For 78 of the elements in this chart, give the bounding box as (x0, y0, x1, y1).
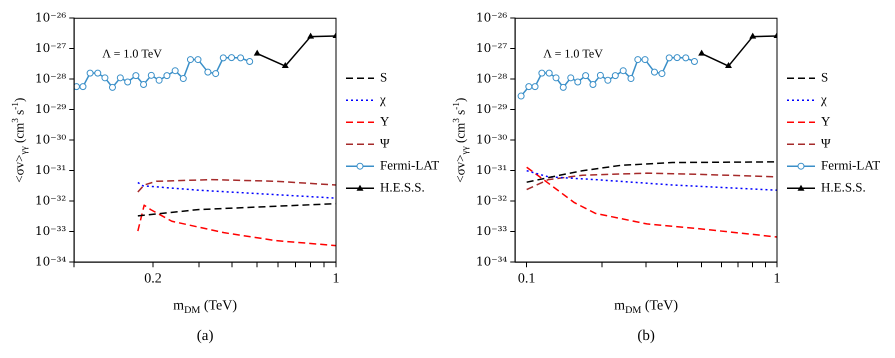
legend-label: H.E.S.S. (380, 180, 425, 195)
point (204, 68, 212, 76)
point (101, 74, 108, 82)
point (79, 83, 86, 90)
point (658, 70, 666, 78)
point (116, 74, 124, 82)
y-axis-title: <σv>γγ (cm3 s-1) (452, 98, 470, 183)
point (220, 54, 227, 62)
y-tick-label: 10⁻²⁷ (34, 40, 66, 55)
y-tick-label: 10⁻³³ (34, 224, 66, 238)
point (560, 84, 567, 91)
legend-label: S (821, 70, 828, 85)
x-tick-label: 1 (774, 271, 780, 286)
y-tick-label: 10⁻³² (34, 193, 66, 208)
y-tick-label: 10⁻³⁴ (476, 254, 508, 268)
y-tick-label: 10⁻³⁴ (34, 254, 66, 268)
y-tick-label: 10⁻³³ (476, 224, 508, 238)
legend-label: χ (379, 92, 386, 107)
legend-label: Υ (380, 114, 390, 129)
point (567, 74, 574, 82)
point (194, 56, 202, 64)
legend-label: S (380, 70, 388, 85)
point (634, 56, 642, 64)
point (589, 81, 596, 88)
point (124, 78, 132, 86)
legend-label: Ψ (380, 136, 390, 151)
point (108, 84, 116, 91)
text: (a) (196, 328, 214, 344)
legend-label: Ψ (821, 136, 831, 151)
point (620, 67, 627, 74)
point (674, 54, 681, 62)
y-tick-label: 10⁻²⁷ (476, 40, 508, 55)
point (140, 81, 148, 88)
y-tick-label: 10⁻³⁰ (476, 132, 508, 146)
y-tick-label: 10⁻²⁶ (476, 10, 508, 24)
point (596, 72, 604, 79)
point (163, 72, 170, 80)
point (627, 75, 634, 82)
point (552, 74, 560, 82)
point (650, 68, 658, 76)
y-tick-label: 10⁻³⁰ (34, 132, 66, 146)
y-tick-label: 10⁻³¹ (34, 162, 66, 177)
point (546, 70, 553, 77)
point (94, 70, 102, 77)
annotation: Λ = 1.0 TeV (543, 46, 604, 60)
point (86, 70, 94, 77)
legend-label: χ (820, 92, 827, 107)
point (574, 78, 582, 86)
point (666, 54, 673, 62)
y-tick-label: 10⁻²⁹ (34, 102, 66, 116)
x-tick-label: 0.1 (518, 271, 536, 286)
y-axis-title: <σv>γγ (cm3 s-1) (10, 98, 30, 183)
y-tick-label: 10⁻²⁸ (34, 71, 66, 86)
y-tick-label: 10⁻²⁸ (476, 71, 508, 86)
point (212, 70, 220, 78)
point (604, 76, 612, 84)
legend-label: Fermi-LAT (380, 158, 440, 173)
y-tick-label: 10⁻²⁹ (476, 102, 508, 116)
y-tick-label: 10⁻³¹ (476, 162, 508, 177)
y-tick-label: 10⁻³² (476, 193, 508, 208)
point (582, 72, 590, 80)
point (148, 72, 155, 79)
text: (b) (637, 328, 655, 344)
point (172, 67, 179, 74)
x-tick-label: 0.2 (144, 271, 162, 286)
point (156, 76, 163, 84)
legend-label: Υ (821, 114, 831, 129)
annotation: Λ = 1.0 TeV (102, 46, 162, 60)
point (642, 56, 649, 64)
point (186, 56, 194, 64)
point (538, 70, 546, 77)
y-tick-label: 10⁻²⁶ (34, 10, 66, 24)
x-tick-label: 1 (332, 271, 340, 286)
legend-label: H.E.S.S. (821, 180, 866, 195)
point (612, 72, 619, 80)
legend-label: Fermi-LAT (821, 158, 880, 173)
point (180, 75, 187, 82)
point (132, 72, 140, 80)
